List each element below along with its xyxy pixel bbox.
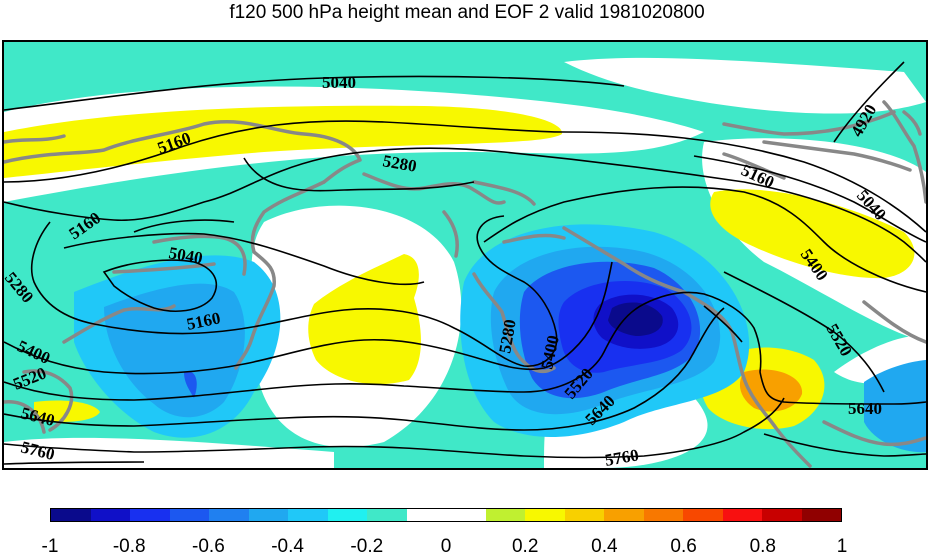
colorbar-swatch xyxy=(643,509,683,521)
contour-label: 5640 xyxy=(848,399,882,418)
contour-label: 5040 xyxy=(322,73,356,92)
colorbar-swatch xyxy=(406,509,446,521)
colorbar-swatch xyxy=(169,509,209,521)
map-title: f120 500 hPa height mean and EOF 2 valid… xyxy=(229,2,705,23)
colorbar-swatch xyxy=(90,509,130,521)
contour-label: 5400 xyxy=(14,336,53,368)
colorbar-swatch xyxy=(762,509,802,521)
eof-shading xyxy=(4,57,926,468)
colorbar-swatch xyxy=(525,509,565,521)
colorbar-swatch xyxy=(564,509,604,521)
colorbar-tick-label: -0.4 xyxy=(271,536,304,557)
colorbar-swatch xyxy=(683,509,723,521)
colorbar-tick-label: 0 xyxy=(440,536,452,557)
height-contours xyxy=(4,61,926,465)
colorbar-swatch xyxy=(130,509,170,521)
colorbar-tick-label: -0.2 xyxy=(350,536,384,557)
colorbar-tick-label: 0.2 xyxy=(511,536,539,557)
colorbar-tick-label: 0.8 xyxy=(749,536,777,557)
colorbar-tick-label: 0.4 xyxy=(591,536,618,557)
colorbar-swatch xyxy=(288,509,328,521)
colorbar-swatch xyxy=(801,509,841,521)
colorbar-tick-label: 0.6 xyxy=(670,536,697,557)
colorbar-swatch xyxy=(722,509,762,521)
contour-label: 5520 xyxy=(823,321,856,360)
colorbar-swatch xyxy=(209,509,249,521)
colorbar-swatch xyxy=(51,509,91,521)
colorbar-swatch xyxy=(248,509,288,521)
colorbar-swatch xyxy=(604,509,644,521)
colorbar-tick-label: -0.8 xyxy=(112,536,146,557)
colorbar-swatch xyxy=(327,509,367,521)
colorbar-swatch xyxy=(485,509,525,521)
colorbar-tick-label: -0.6 xyxy=(192,536,225,557)
contour-label: 5760 xyxy=(603,445,640,468)
map-panel: 5040 5160 5280 4920 5160 5040 5400 5520 … xyxy=(2,40,928,470)
colorbar-swatch xyxy=(367,509,407,521)
colorbar-swatch xyxy=(446,509,486,521)
contour-label: 5280 xyxy=(381,151,418,176)
contour-label: 5160 xyxy=(65,208,104,243)
colorbar-tick-label: 1 xyxy=(836,536,848,557)
colorbar xyxy=(50,508,842,522)
map-svg: 5040 5160 5280 4920 5160 5040 5400 5520 … xyxy=(4,57,926,468)
colorbar-tick-label: -1 xyxy=(41,536,59,557)
